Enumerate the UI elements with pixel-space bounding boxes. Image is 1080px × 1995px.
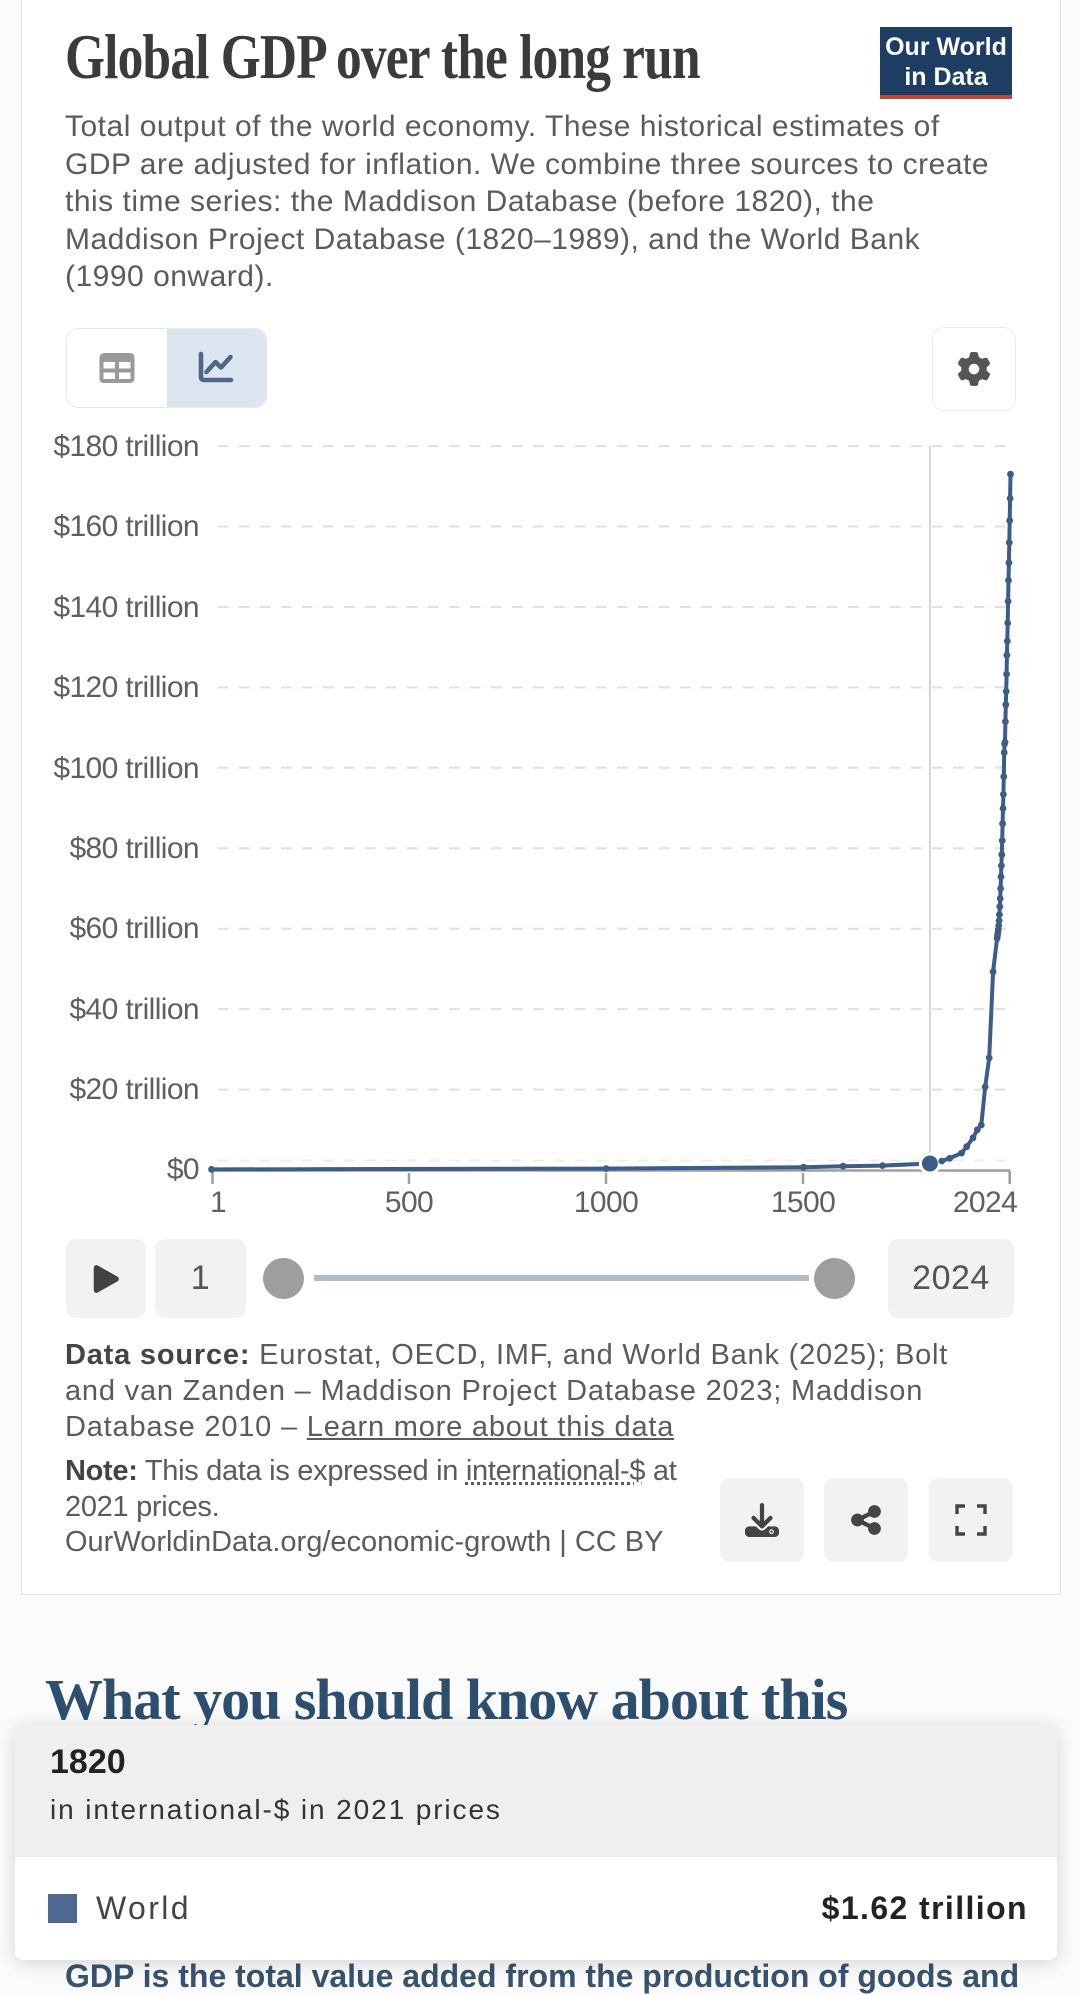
svg-text:$120 trillion: $120 trillion [53, 671, 199, 704]
svg-text:1: 1 [210, 1186, 226, 1219]
svg-text:$60 trillion: $60 trillion [69, 912, 199, 945]
svg-text:$20 trillion: $20 trillion [69, 1073, 199, 1106]
svg-text:$40 trillion: $40 trillion [69, 993, 199, 1026]
svg-text:$100 trillion: $100 trillion [53, 752, 199, 785]
svg-text:1500: 1500 [771, 1186, 835, 1219]
svg-text:1000: 1000 [574, 1186, 638, 1219]
svg-text:$140 trillion: $140 trillion [53, 591, 199, 624]
svg-text:500: 500 [385, 1186, 433, 1219]
svg-text:$0: $0 [167, 1153, 199, 1186]
svg-text:$160 trillion: $160 trillion [53, 510, 199, 543]
svg-text:$80 trillion: $80 trillion [69, 832, 199, 865]
svg-text:2024: 2024 [953, 1186, 1017, 1219]
svg-text:$180 trillion: $180 trillion [53, 430, 199, 463]
